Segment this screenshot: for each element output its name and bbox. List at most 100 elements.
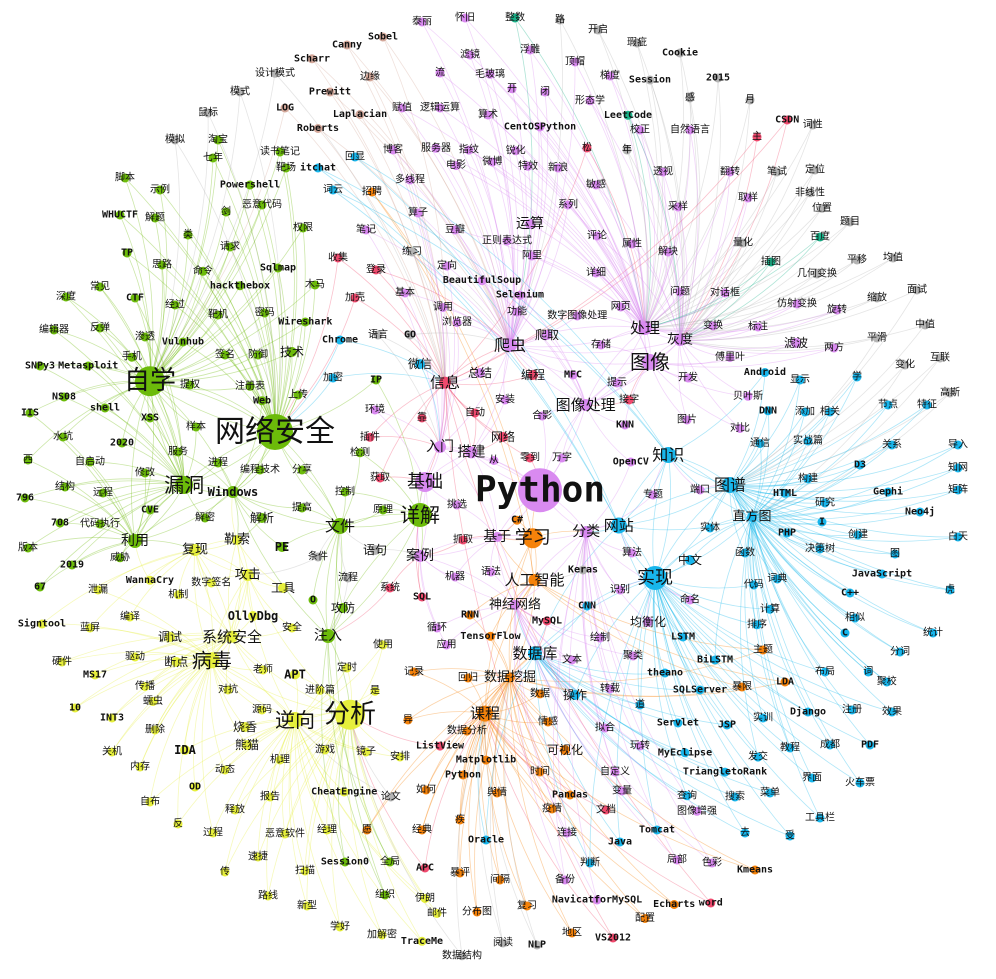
graph-node[interactable] [100, 403, 110, 413]
graph-node[interactable] [403, 715, 413, 725]
graph-node[interactable] [820, 498, 830, 508]
graph-node[interactable] [953, 532, 963, 542]
graph-node[interactable] [705, 523, 715, 533]
graph-node[interactable] [145, 505, 155, 515]
graph-node[interactable] [257, 513, 267, 523]
graph-node[interactable] [852, 255, 862, 265]
graph-node[interactable] [115, 553, 125, 563]
graph-node[interactable] [307, 54, 317, 64]
graph-node[interactable] [915, 507, 925, 517]
graph-node[interactable] [685, 555, 695, 565]
graph-node[interactable] [332, 518, 348, 534]
graph-node[interactable] [293, 390, 303, 400]
graph-node[interactable] [535, 767, 545, 777]
graph-node[interactable] [572, 311, 582, 321]
graph-node[interactable] [226, 486, 239, 498]
graph-node[interactable] [622, 145, 632, 155]
graph-node[interactable] [245, 381, 255, 391]
graph-node[interactable] [638, 321, 652, 335]
graph-node[interactable] [522, 901, 532, 911]
graph-node[interactable] [850, 613, 860, 623]
graph-node[interactable] [273, 263, 283, 273]
graph-node[interactable] [140, 332, 150, 342]
graph-node[interactable] [226, 630, 238, 643]
graph-node[interactable] [527, 251, 537, 261]
graph-node[interactable] [265, 792, 275, 802]
graph-node[interactable] [385, 857, 395, 867]
graph-node[interactable] [60, 482, 70, 492]
graph-node[interactable] [165, 632, 175, 642]
graph-node[interactable] [128, 534, 142, 548]
graph-node[interactable] [601, 805, 611, 815]
graph-node[interactable] [483, 110, 493, 120]
graph-node[interactable] [241, 569, 254, 581]
graph-node[interactable] [780, 488, 790, 498]
graph-node[interactable] [795, 375, 805, 385]
graph-node[interactable] [498, 938, 508, 948]
graph-node[interactable] [725, 167, 735, 177]
graph-node[interactable] [725, 353, 735, 362]
graph-node[interactable] [883, 487, 893, 497]
graph-node[interactable] [537, 411, 547, 421]
graph-node[interactable] [627, 239, 637, 249]
graph-node[interactable] [313, 124, 323, 133]
graph-node[interactable] [180, 745, 190, 755]
graph-node[interactable] [380, 890, 390, 900]
graph-node[interactable] [568, 370, 578, 380]
graph-node[interactable] [235, 281, 245, 291]
graph-node[interactable] [203, 652, 220, 669]
graph-node[interactable] [333, 253, 343, 263]
graph-node[interactable] [145, 575, 155, 585]
graph-node[interactable] [585, 858, 595, 868]
graph-node[interactable] [535, 689, 545, 699]
graph-node[interactable] [328, 373, 338, 383]
graph-node[interactable] [189, 544, 201, 556]
graph-node[interactable] [578, 565, 588, 575]
graph-node[interactable] [388, 145, 398, 155]
graph-node[interactable] [325, 87, 335, 97]
graph-node[interactable] [730, 792, 740, 802]
graph-node[interactable] [481, 835, 491, 845]
graph-node[interactable] [492, 532, 503, 542]
graph-node[interactable] [25, 408, 35, 418]
graph-node[interactable] [772, 167, 782, 177]
graph-node[interactable] [150, 725, 160, 735]
graph-node[interactable] [378, 640, 388, 650]
graph-node[interactable] [378, 32, 388, 42]
graph-node[interactable] [313, 552, 323, 562]
graph-node[interactable] [682, 415, 692, 425]
graph-node[interactable] [417, 17, 427, 27]
graph-node[interactable] [492, 788, 502, 798]
graph-node[interactable] [208, 153, 218, 163]
graph-node[interactable] [772, 574, 782, 584]
graph-node[interactable] [752, 620, 762, 630]
graph-node[interactable] [485, 69, 495, 79]
graph-node[interactable] [93, 585, 103, 595]
graph-node[interactable] [643, 617, 653, 627]
graph-node[interactable] [612, 378, 622, 388]
graph-node[interactable] [150, 213, 160, 223]
graph-node[interactable] [375, 473, 385, 483]
graph-node[interactable] [525, 219, 535, 229]
graph-node[interactable] [557, 453, 567, 463]
graph-node[interactable] [405, 175, 415, 185]
graph-node[interactable] [542, 330, 552, 340]
graph-node[interactable] [642, 354, 658, 370]
graph-node[interactable] [300, 317, 310, 327]
graph-node[interactable] [765, 788, 775, 798]
graph-node[interactable] [673, 718, 683, 728]
graph-node[interactable] [525, 453, 535, 463]
graph-node[interactable] [877, 569, 887, 579]
graph-node[interactable] [230, 805, 240, 815]
graph-node[interactable] [580, 526, 593, 538]
graph-node[interactable] [328, 185, 338, 195]
graph-node[interactable] [605, 71, 615, 81]
graph-node[interactable] [58, 432, 68, 442]
graph-node[interactable] [414, 550, 426, 562]
graph-node[interactable] [481, 755, 491, 765]
graph-node[interactable] [935, 353, 945, 363]
graph-node[interactable] [765, 604, 775, 614]
graph-node[interactable] [685, 595, 695, 605]
graph-node[interactable] [755, 439, 765, 448]
graph-node[interactable] [487, 157, 497, 167]
